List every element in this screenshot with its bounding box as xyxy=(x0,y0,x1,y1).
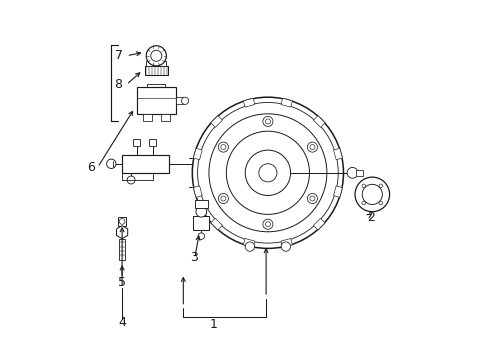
Circle shape xyxy=(244,242,254,251)
Text: 8: 8 xyxy=(114,78,122,91)
Bar xyxy=(146,62,166,66)
Bar xyxy=(149,139,156,146)
Polygon shape xyxy=(281,238,292,247)
Circle shape xyxy=(309,196,314,201)
Bar xyxy=(176,97,183,104)
Polygon shape xyxy=(243,238,254,247)
Bar xyxy=(122,155,168,173)
Circle shape xyxy=(354,177,389,212)
Circle shape xyxy=(208,114,326,232)
Circle shape xyxy=(218,193,228,203)
Circle shape xyxy=(346,167,357,178)
Polygon shape xyxy=(193,186,202,197)
Circle shape xyxy=(263,116,272,126)
Circle shape xyxy=(192,97,343,248)
Circle shape xyxy=(244,150,290,195)
Text: 1: 1 xyxy=(209,318,217,330)
Polygon shape xyxy=(281,98,292,107)
Circle shape xyxy=(309,145,314,150)
Text: 5: 5 xyxy=(118,276,126,289)
Circle shape xyxy=(221,196,225,201)
Bar xyxy=(144,66,168,75)
Circle shape xyxy=(281,242,290,251)
Circle shape xyxy=(265,119,270,124)
Bar xyxy=(136,87,176,114)
Circle shape xyxy=(258,164,276,182)
Polygon shape xyxy=(333,148,342,160)
Circle shape xyxy=(146,46,166,66)
Bar xyxy=(133,139,140,146)
Bar xyxy=(355,170,362,176)
Circle shape xyxy=(197,103,338,243)
Bar xyxy=(119,239,125,260)
Circle shape xyxy=(263,219,272,229)
Text: 3: 3 xyxy=(190,251,198,264)
Circle shape xyxy=(362,184,382,204)
Circle shape xyxy=(221,145,225,150)
Text: 6: 6 xyxy=(87,161,95,174)
Circle shape xyxy=(127,176,135,184)
Text: 4: 4 xyxy=(118,316,126,329)
Polygon shape xyxy=(243,98,254,107)
Circle shape xyxy=(361,201,365,205)
Text: 2: 2 xyxy=(366,211,374,224)
Circle shape xyxy=(265,222,270,227)
Circle shape xyxy=(307,193,317,203)
Polygon shape xyxy=(333,186,342,197)
Circle shape xyxy=(198,233,204,239)
Text: 7: 7 xyxy=(114,49,122,62)
Polygon shape xyxy=(313,218,325,230)
Polygon shape xyxy=(313,116,325,127)
Circle shape xyxy=(119,219,125,224)
Polygon shape xyxy=(193,148,202,160)
Circle shape xyxy=(226,131,309,214)
Circle shape xyxy=(378,201,382,205)
Circle shape xyxy=(361,184,365,188)
Circle shape xyxy=(181,97,188,104)
Polygon shape xyxy=(210,116,222,127)
Circle shape xyxy=(196,206,206,217)
Bar xyxy=(194,200,207,208)
Bar xyxy=(161,114,169,121)
Bar xyxy=(118,217,126,226)
Circle shape xyxy=(378,184,382,188)
Circle shape xyxy=(106,159,116,168)
Bar xyxy=(142,114,151,121)
Circle shape xyxy=(218,142,228,152)
Bar xyxy=(193,216,209,230)
Polygon shape xyxy=(210,218,222,230)
Circle shape xyxy=(150,50,162,61)
Circle shape xyxy=(307,142,317,152)
Polygon shape xyxy=(116,226,127,239)
